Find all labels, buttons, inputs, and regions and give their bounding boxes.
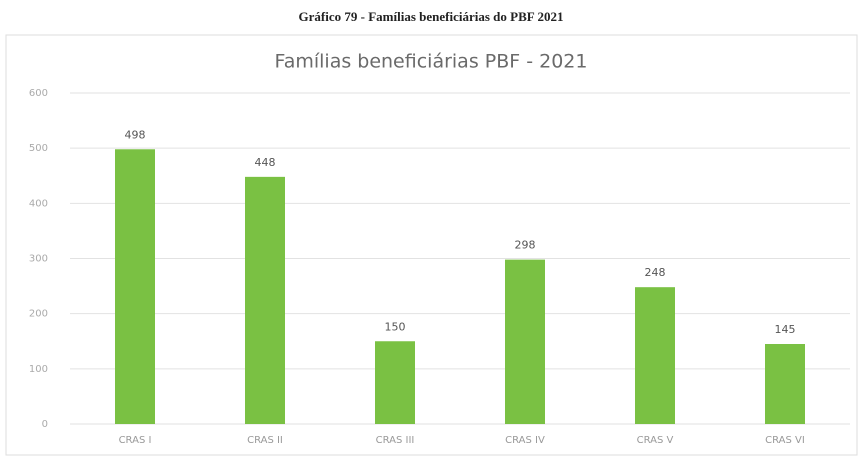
page: Gráfico 79 - Famílias beneficiárias do P… [0, 0, 863, 461]
x-tick-label: CRAS II [247, 435, 283, 446]
y-tick-label: 600 [29, 88, 48, 99]
bar [245, 177, 285, 424]
bar [635, 287, 675, 424]
x-tick-label: CRAS V [637, 435, 674, 446]
chart-title: Famílias beneficiárias PBF - 2021 [275, 51, 588, 73]
x-tick-label: CRAS I [119, 435, 152, 446]
y-tick-label: 400 [29, 198, 48, 209]
bar [765, 344, 805, 424]
data-label: 248 [645, 266, 666, 279]
x-tick-label: CRAS IV [505, 435, 545, 446]
data-label: 150 [385, 320, 406, 333]
data-label: 145 [775, 323, 796, 336]
y-tick-label: 200 [29, 309, 48, 320]
data-label: 498 [125, 128, 146, 141]
data-label: 448 [255, 156, 276, 169]
x-tick-label: CRAS VI [765, 435, 805, 446]
bar [375, 341, 415, 424]
y-tick-label: 0 [42, 419, 48, 430]
bar [115, 149, 155, 424]
y-tick-label: 500 [29, 143, 48, 154]
y-tick-label: 100 [29, 364, 48, 375]
x-tick-label: CRAS III [376, 435, 415, 446]
caption: Gráfico 79 - Famílias beneficiárias do P… [299, 9, 564, 24]
data-label: 298 [515, 239, 536, 252]
chart: Gráfico 79 - Famílias beneficiárias do P… [0, 0, 863, 461]
y-tick-label: 300 [29, 254, 48, 265]
bar [505, 260, 545, 424]
